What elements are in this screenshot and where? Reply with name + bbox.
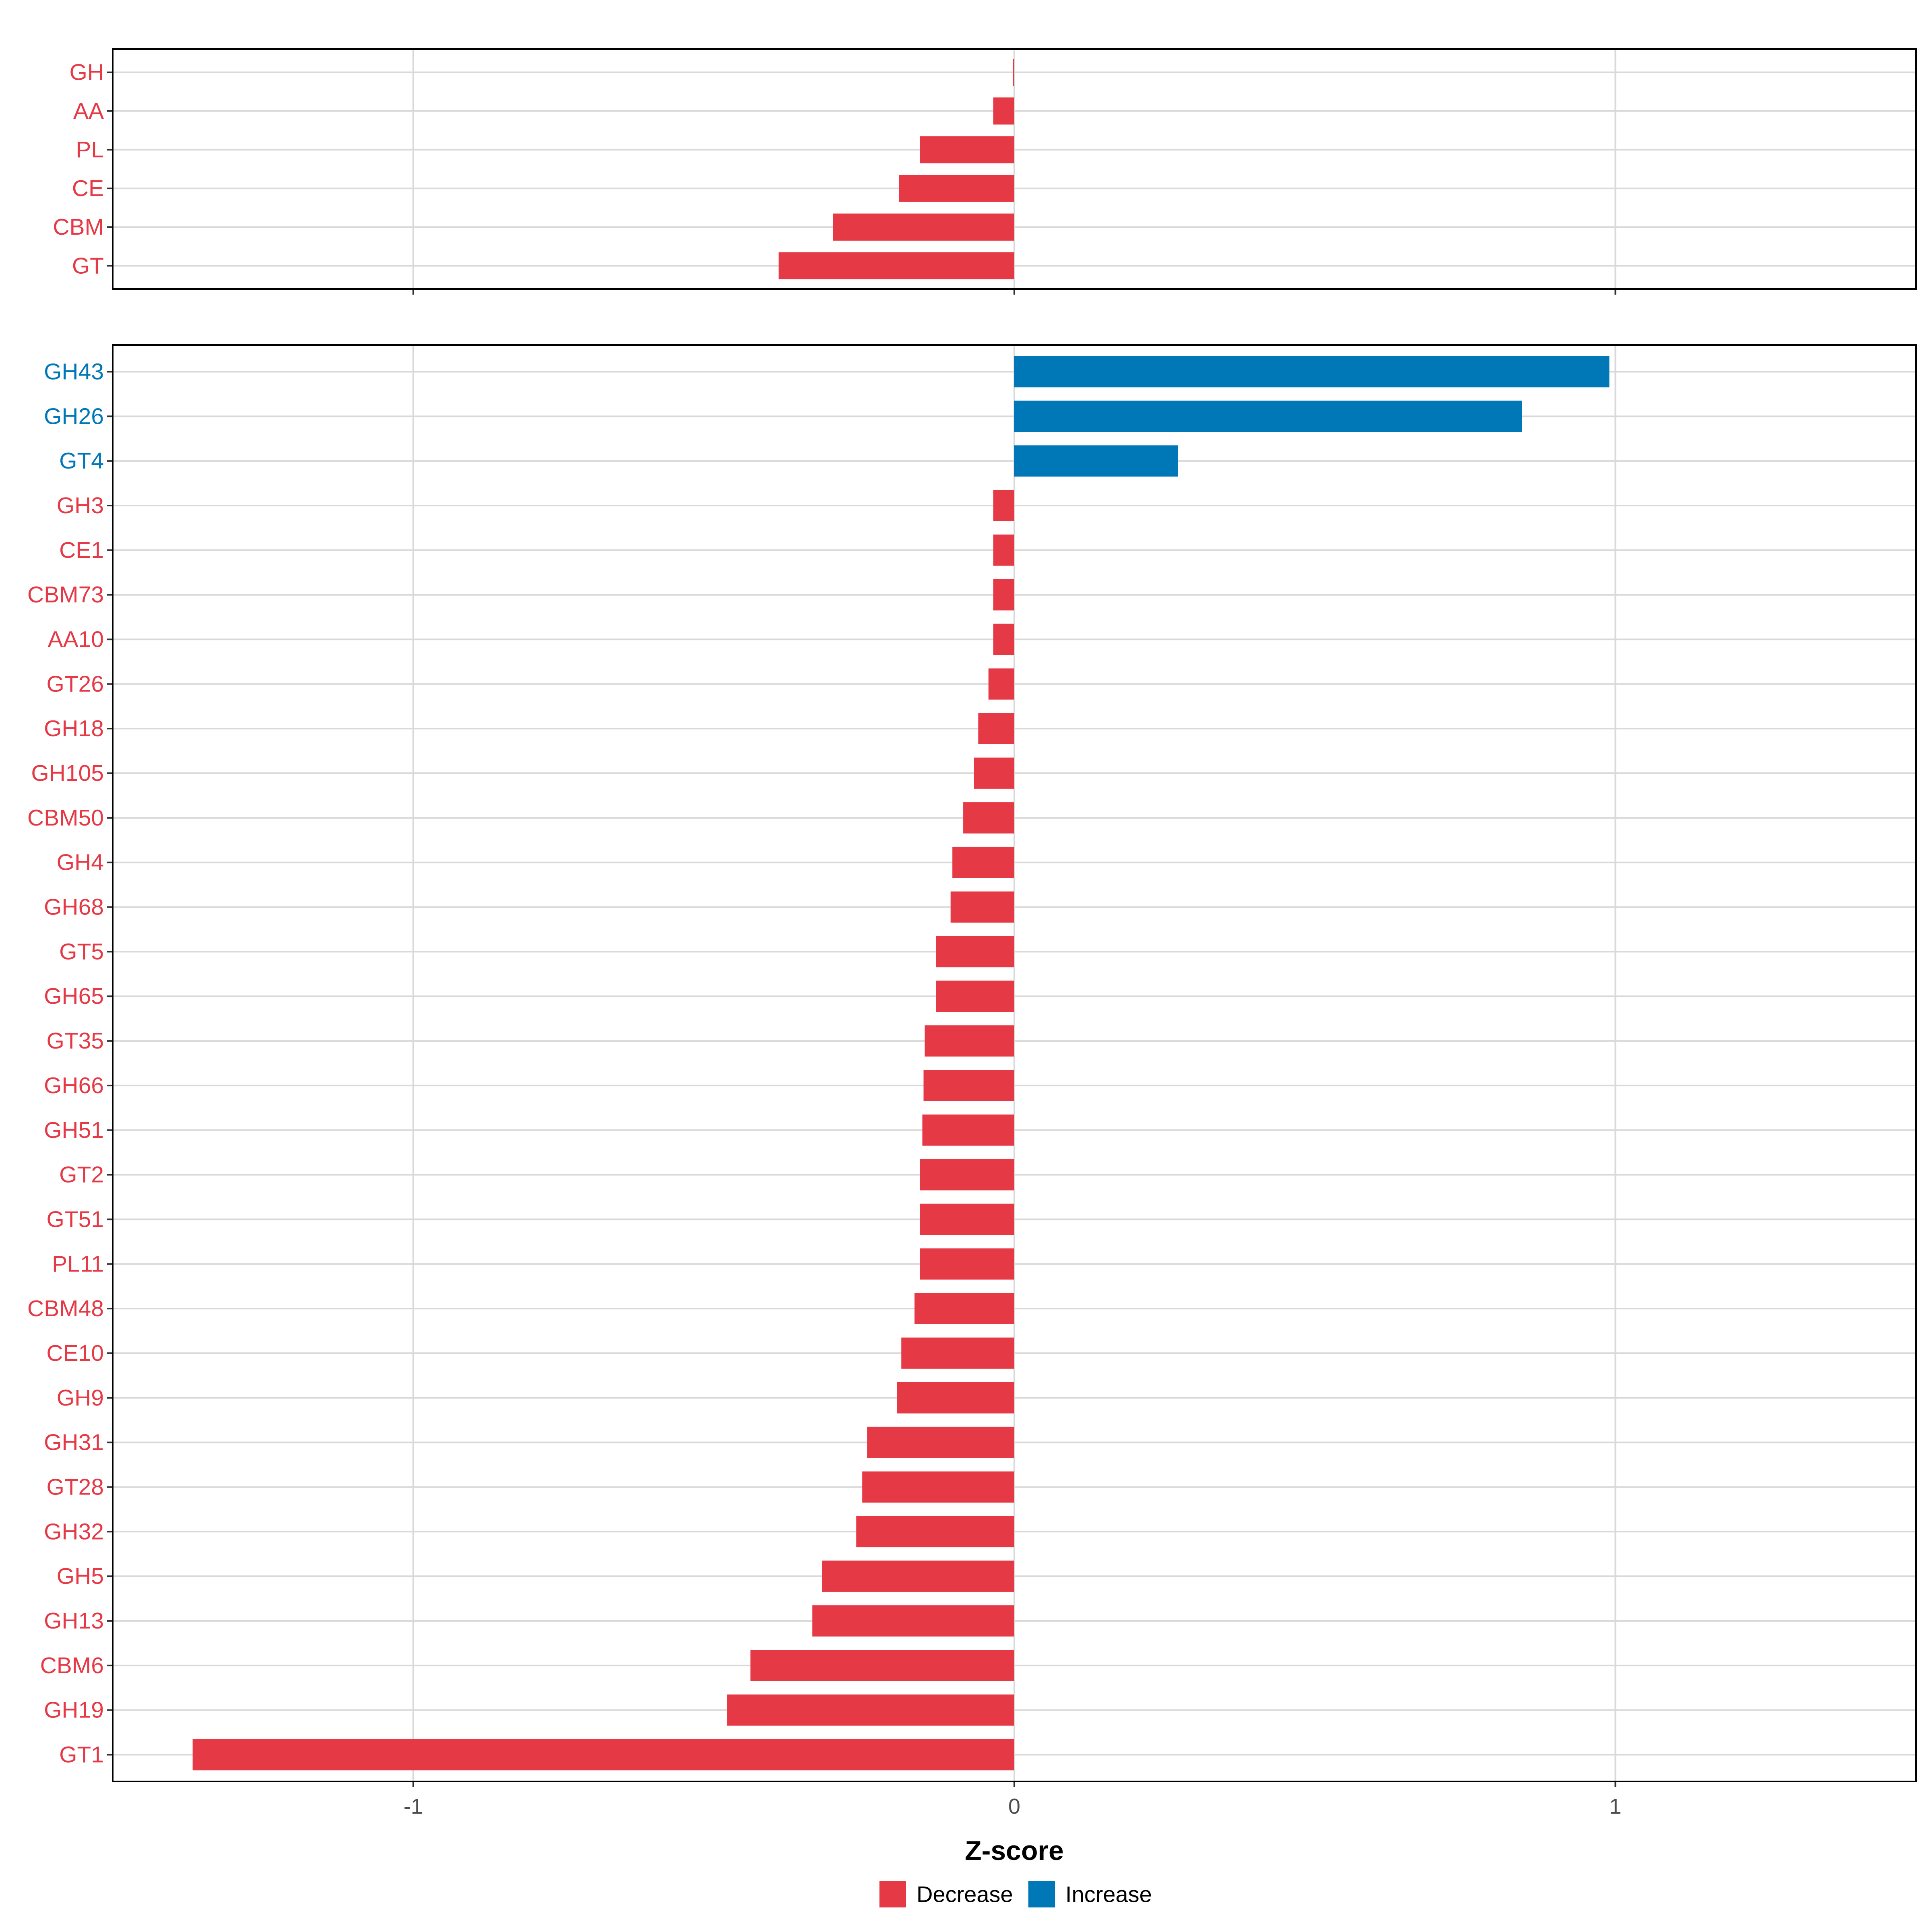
category-label: AA (73, 98, 104, 124)
bar-cbm6 (750, 1650, 1014, 1681)
bar-gt51 (920, 1203, 1014, 1235)
category-label: GH43 (44, 359, 104, 385)
bar-cbm48 (914, 1293, 1014, 1324)
panel-bottom: GH43 GH26 GT4 GH3 CE1 CBM73 AA10 GT26 GH18 GH105 C… (27, 344, 1917, 1866)
bar-gt (778, 252, 1014, 279)
bar-gt5 (936, 936, 1014, 968)
bar-cbm73 (993, 579, 1014, 611)
category-label: CBM6 (40, 1653, 104, 1678)
bar-gh (1013, 59, 1015, 86)
legend-swatch-decrease (879, 1881, 906, 1907)
bar-gt1 (192, 1739, 1015, 1771)
bar-gh65 (936, 980, 1014, 1012)
x-axis-title: Z-score (965, 1835, 1064, 1866)
bar-gt26 (988, 668, 1014, 700)
bar-gh66 (923, 1070, 1014, 1101)
bar-cbm (833, 213, 1014, 241)
bar-gt2 (920, 1159, 1014, 1191)
category-label: GH (70, 60, 104, 85)
panel-border (112, 344, 1917, 1782)
bar-gh43 (1014, 356, 1610, 388)
category-label: GH105 (31, 760, 104, 786)
bar-gt28 (862, 1471, 1014, 1503)
category-label: PL11 (52, 1251, 104, 1277)
category-label: GT28 (46, 1474, 104, 1500)
category-label: GT1 (59, 1742, 104, 1767)
category-label: CBM50 (27, 805, 104, 831)
category-label: GH18 (44, 716, 104, 741)
category-label: GH32 (44, 1519, 104, 1544)
x-tick-label: 0 (1008, 1794, 1020, 1818)
x-tick-label: 1 (1609, 1794, 1621, 1818)
bar-gh3 (993, 490, 1014, 521)
category-label: CBM73 (27, 582, 104, 608)
bar-pl11 (920, 1248, 1014, 1280)
category-label: GT26 (46, 671, 104, 697)
category-label: GH3 (57, 493, 104, 518)
legend: Decrease Increase (879, 1881, 1152, 1907)
category-label: GT5 (59, 939, 104, 964)
bar-gt4 (1014, 445, 1178, 477)
category-label: GH26 (44, 403, 104, 429)
category-label: GT35 (46, 1028, 104, 1054)
bar-gh19 (727, 1694, 1014, 1726)
category-label: PL (76, 137, 104, 163)
category-label: GH65 (44, 983, 104, 1009)
category-label: CBM (53, 214, 104, 240)
bar-gh4 (952, 846, 1014, 878)
bar-ce10 (901, 1338, 1014, 1369)
bar-ce (899, 175, 1014, 202)
category-label: GH9 (57, 1385, 104, 1411)
bar-gh51 (922, 1114, 1014, 1146)
legend-label: Increase (1065, 1882, 1152, 1907)
bar-gh32 (856, 1516, 1014, 1548)
category-label: GH51 (44, 1117, 104, 1143)
bar-gh31 (867, 1426, 1014, 1458)
category-label: GT4 (59, 448, 104, 474)
bar-ce1 (993, 535, 1014, 566)
x-tick-label: -1 (404, 1794, 423, 1818)
bar-gh13 (812, 1605, 1014, 1637)
bar-gh26 (1014, 400, 1522, 432)
bar-aa10 (993, 623, 1014, 655)
panel-top: GH AA PL CE CBM GT (53, 48, 1917, 295)
bar-gh5 (822, 1560, 1014, 1592)
category-label: CE10 (46, 1340, 104, 1366)
legend-label: Decrease (916, 1882, 1013, 1907)
bar-gh18 (978, 713, 1014, 745)
category-label: CBM48 (27, 1296, 104, 1321)
bar-aa (993, 97, 1014, 125)
bar-gh105 (974, 758, 1014, 789)
category-label: GT51 (46, 1206, 104, 1232)
panel-border (112, 48, 1917, 290)
category-label: GH5 (57, 1563, 104, 1589)
bar-gh9 (897, 1382, 1014, 1414)
category-label: GT (72, 253, 104, 279)
category-label: GH66 (44, 1073, 104, 1098)
category-label: GH19 (44, 1697, 104, 1723)
category-label: AA10 (48, 627, 104, 652)
bar-gh68 (950, 891, 1014, 923)
bar-gt35 (925, 1025, 1014, 1057)
category-label: GH68 (44, 894, 104, 920)
category-label: CE (72, 175, 104, 201)
category-label: GT2 (59, 1162, 104, 1188)
category-label: GH4 (57, 850, 104, 875)
category-label: GH31 (44, 1430, 104, 1455)
category-label: CE1 (59, 537, 104, 563)
bar-cbm50 (963, 802, 1014, 834)
bar-pl (920, 136, 1014, 163)
legend-swatch-increase (1028, 1881, 1055, 1907)
category-label: GH13 (44, 1608, 104, 1634)
